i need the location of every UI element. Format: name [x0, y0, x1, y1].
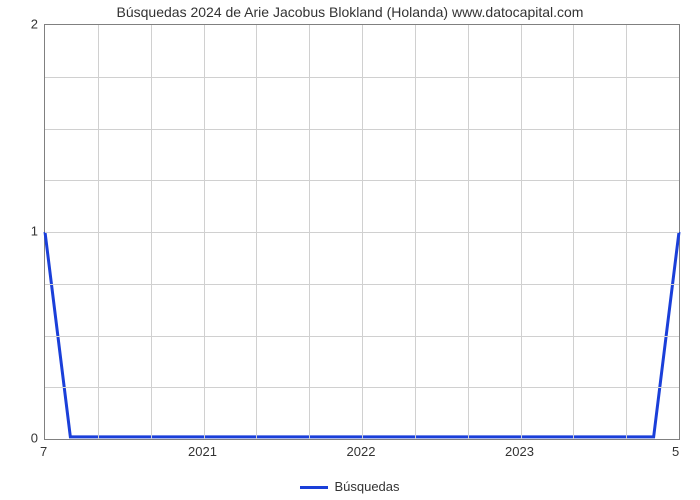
y-tick-label: 2 — [8, 17, 38, 32]
gridline-h-minor — [45, 77, 679, 78]
legend-label: Búsquedas — [334, 479, 399, 494]
x-tick-label: 2022 — [347, 444, 376, 459]
corner-label-bottom-right: 5 — [672, 444, 679, 459]
x-tick-label: 2023 — [505, 444, 534, 459]
chart-container: Búsquedas 2024 de Arie Jacobus Blokland … — [0, 0, 700, 500]
chart-title: Búsquedas 2024 de Arie Jacobus Blokland … — [0, 4, 700, 20]
gridline-h-minor — [45, 284, 679, 285]
y-tick-label: 0 — [8, 431, 38, 446]
gridline-h — [45, 232, 679, 233]
corner-label-bottom-left: 7 — [40, 444, 47, 459]
gridline-h-minor — [45, 336, 679, 337]
legend: Búsquedas — [0, 479, 700, 494]
gridline-h-minor — [45, 180, 679, 181]
x-tick-label: 2021 — [188, 444, 217, 459]
y-tick-label: 1 — [8, 224, 38, 239]
gridline-h-minor — [45, 129, 679, 130]
plot-area — [44, 24, 680, 440]
gridline-h-minor — [45, 387, 679, 388]
legend-swatch — [300, 486, 328, 489]
